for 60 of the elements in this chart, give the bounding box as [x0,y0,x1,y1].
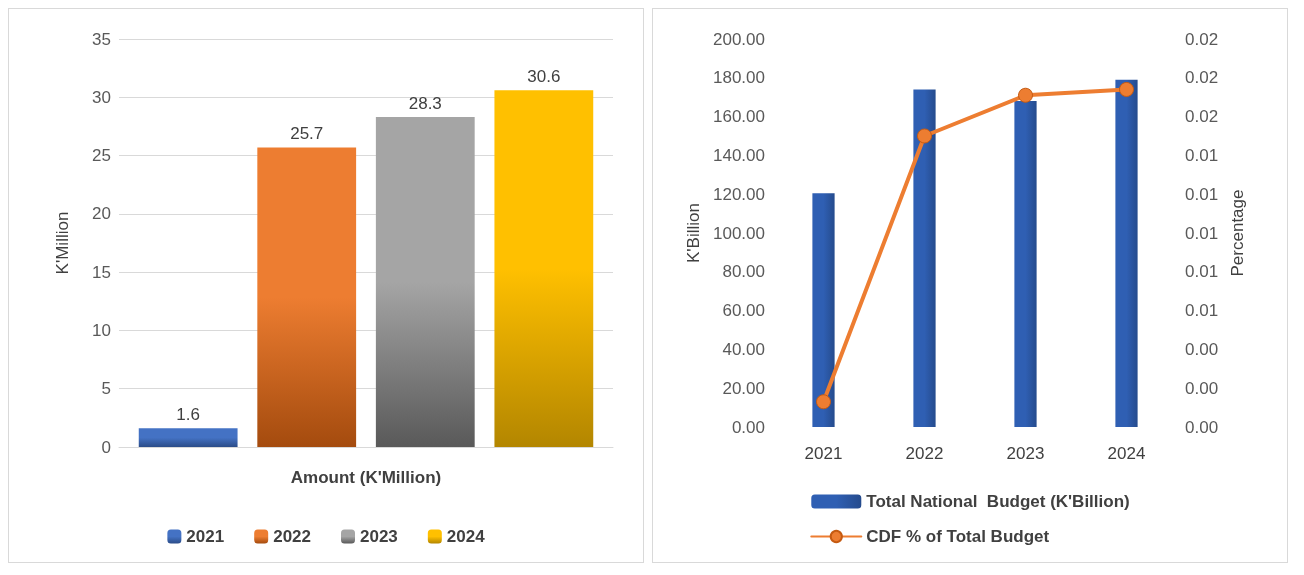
y2-tick-label: 0.02 [1185,68,1219,88]
y2-axis-title: Percentage [1227,189,1247,277]
data-label: 28.3 [408,94,442,114]
y-tick-label: 20.00 [722,378,765,398]
y-tick-label: 5 [101,379,111,399]
legend-label: 2023 [360,527,398,546]
y-axis-title: K'Million [53,211,72,275]
legend-label: Total National Budget (K'Billion) [866,492,1130,511]
bar [138,428,238,447]
y-tick-label: 0 [101,437,111,457]
bar [375,117,475,447]
y-tick-label: 25 [92,146,111,166]
legend-label: 2024 [446,527,486,546]
bar [1115,79,1138,427]
x-tick-label: 2022 [905,444,944,463]
point [816,394,831,410]
y-tick-label: 120.00 [713,184,765,204]
y-tick-label: 200.00 [713,29,765,49]
bar [913,89,936,427]
y-tick-label: 10 [92,320,111,340]
y-tick-label: 35 [92,29,111,49]
y-axis-title: K'Billion [684,203,704,263]
bar [494,90,594,447]
data-label: 25.7 [290,124,324,144]
y2-tick-label: 0.00 [1185,417,1219,437]
y2-tick-label: 0.01 [1185,262,1219,282]
point [1119,81,1134,97]
y-tick-label: 100.00 [713,223,765,243]
y2-tick-label: 0.00 [1185,378,1219,398]
y-tick-label: 60.00 [722,301,765,321]
y-tick-label: 80.00 [722,262,765,282]
data-label: 30.6 [527,67,561,87]
bar [257,147,357,447]
y2-tick-label: 0.01 [1185,145,1219,165]
y-tick-label: 20 [92,204,111,224]
x-tick-label: Amount (K'Million) [290,468,442,487]
y2-tick-label: 0.02 [1185,29,1219,49]
bar [812,193,835,427]
y2-tick-label: 0.01 [1185,184,1219,204]
y-tick-label: 40.00 [722,339,765,359]
point [917,128,932,144]
y-tick-label: 180.00 [713,68,765,88]
y-tick-label: 140.00 [713,145,765,165]
legend-label: CDF % of Total Budget [866,527,1050,546]
y2-tick-label: 0.01 [1185,301,1219,321]
y-tick-label: 30 [92,87,111,107]
y2-tick-label: 0.00 [1185,339,1219,359]
x-tick-label: 2021 [804,444,843,463]
y2-tick-label: 0.01 [1185,223,1219,243]
y2-tick-label: 0.02 [1185,107,1219,127]
y-tick-label: 0.00 [731,417,765,437]
x-tick-label: 2023 [1006,444,1045,463]
x-tick-label: 2024 [1107,444,1146,463]
y-tick-label: 15 [92,262,111,282]
y-tick-label: 160.00 [713,107,765,127]
data-label: 1.6 [176,405,200,425]
bar [1014,101,1037,427]
legend-label: 2022 [273,527,312,546]
legend-label: 2021 [186,527,225,546]
point [1018,87,1033,103]
